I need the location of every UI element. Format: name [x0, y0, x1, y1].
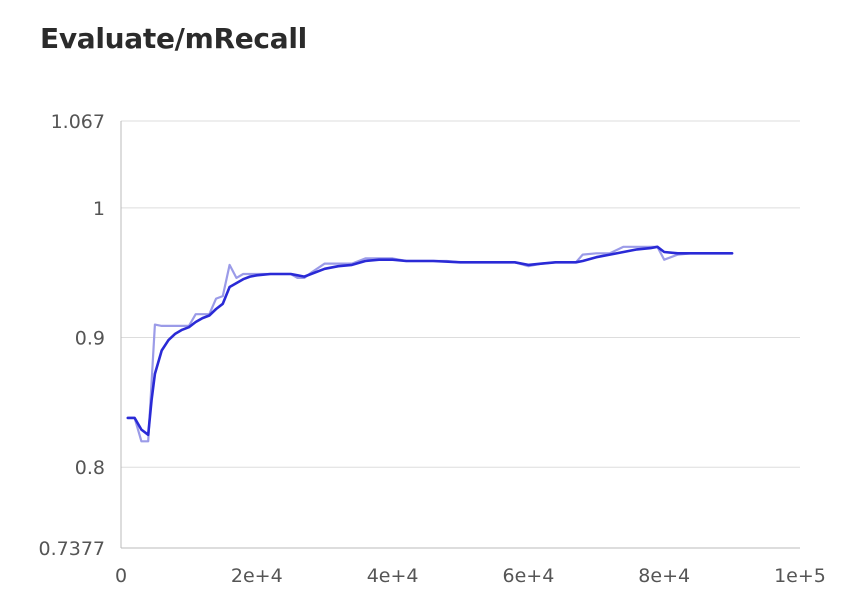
x-tick-label: 6e+4	[503, 565, 555, 587]
y-tick-label: 1	[93, 198, 105, 220]
smoothed-series-line	[126, 245, 734, 437]
gridlines	[121, 120, 800, 468]
x-tick-label: 4e+4	[367, 565, 419, 587]
x-tick-label: 8e+4	[638, 565, 690, 587]
y-axis-tick-labels: 0.7377 0.8 0.9 1 1.067	[39, 111, 105, 560]
y-tick-label: 0.8	[75, 457, 105, 479]
chart-title: Evaluate/mRecall	[40, 22, 307, 55]
x-tick-label: 0	[115, 565, 127, 587]
axes	[120, 121, 800, 549]
series-lines	[126, 245, 734, 443]
y-tick-label: 0.7377	[39, 538, 105, 560]
x-tick-label: 2e+4	[231, 565, 283, 587]
x-axis-tick-labels: 0 2e+4 4e+4 6e+4 8e+4 1e+5	[115, 565, 826, 587]
y-tick-label: 1.067	[51, 111, 105, 133]
y-tick-label: 0.9	[75, 328, 105, 350]
raw-series-line	[126, 245, 734, 443]
x-tick-label: 1e+5	[774, 565, 826, 587]
